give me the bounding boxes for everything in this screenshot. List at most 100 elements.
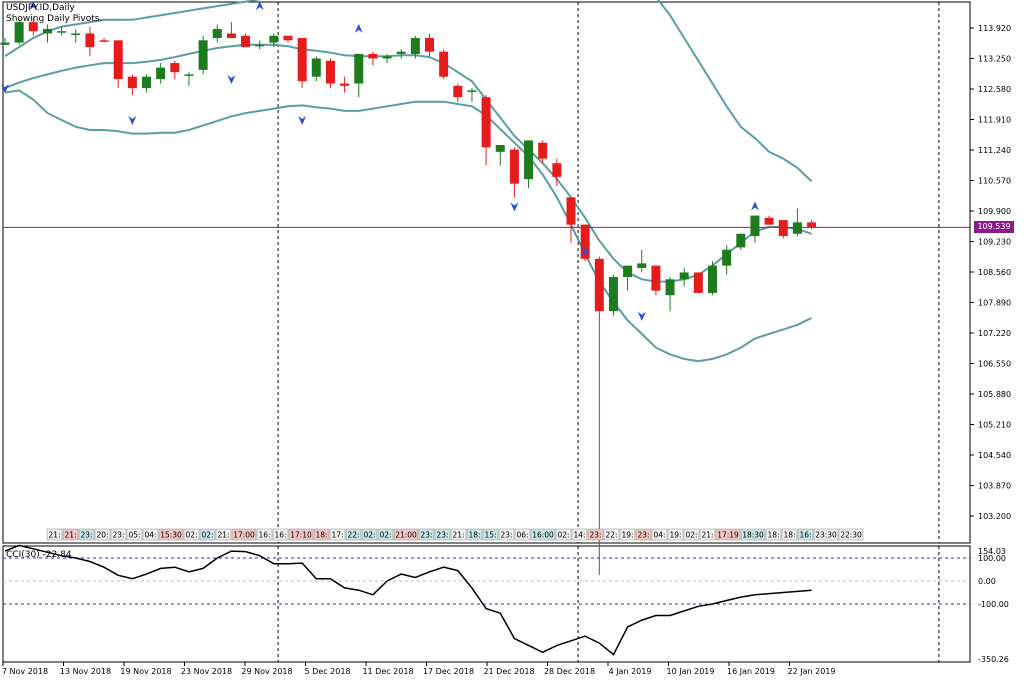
session-label: 18: [767,531,779,540]
candle-body [439,51,449,77]
candle-body [14,22,24,43]
session-label: 18: [315,531,327,540]
session-label: 21: [217,531,229,540]
candle-body [778,220,788,237]
session-label: 20: [96,531,108,540]
session-box [651,528,668,541]
candle-body [0,42,10,45]
session-box [272,528,289,541]
candle-body [198,40,208,70]
session-box [231,528,257,541]
cci-axis-label: 0.00 [978,577,996,586]
session-box [46,528,63,541]
session-box [126,528,143,541]
pivot-up-arrow-icon [29,1,38,11]
session-label: 19: [669,531,681,540]
session-label: 18:30 [742,531,764,540]
session-label: 22:30 [840,531,862,540]
session-box [450,528,467,541]
candle-body [396,51,406,54]
pivot-up-arrow-icon [581,246,590,256]
candle-body [28,22,38,32]
candle-body [170,63,180,73]
session-label: 23: [589,531,601,540]
session-box [313,528,330,541]
session-box [256,528,273,541]
session-box [571,528,588,541]
price-axis-label: 109.900 [978,207,1011,216]
time-axis-label: 11 Dec 2018 [362,667,413,676]
session-box [813,528,839,541]
pivot-down-arrow-icon [510,202,519,212]
pivot-down-arrow-icon [298,115,307,125]
session-label: 21:00 [395,531,417,540]
session-label: 16: [258,531,270,540]
candle-body [594,258,604,312]
candle-body [269,35,279,43]
session-box [797,528,814,541]
session-box [498,528,515,541]
candle-body [42,28,52,34]
candle-body [226,33,236,39]
time-axis-label: 21 Dec 2018 [483,667,534,676]
candle-body [212,28,222,39]
session-box [329,528,346,541]
pivot-up-arrow-icon [255,1,264,11]
session-box [603,528,620,541]
session-box [94,528,111,541]
price-axis-label: 113.920 [978,24,1011,33]
session-box [838,528,864,541]
session-label: 23:30 [815,531,837,540]
session-label: 22: [347,531,359,540]
session-box [215,528,232,541]
session-label: 16:00 [532,531,554,540]
time-axis-label: 22 Jan 2019 [788,667,836,676]
candle-body [283,35,293,41]
session-box [781,528,798,541]
pivot-down-arrow-icon [637,311,646,321]
candle-body [325,60,335,84]
time-axis-label: 29 Nov 2018 [241,667,292,676]
session-label: 16: [274,531,286,540]
candle-body [142,76,151,89]
session-label: 17: [331,531,343,540]
candle-body [792,222,802,234]
session-label: 21: [64,531,76,540]
session-label: 15:30 [160,531,182,540]
price-axis-label: 103.200 [978,512,1011,521]
candle-body [566,197,576,225]
session-label: 02: [201,531,213,540]
price-axis-label: 110.570 [978,177,1011,186]
candle-body [241,35,251,48]
current-price-label: 109.539 [974,221,1014,234]
price-axis-label: 113.250 [978,55,1011,64]
price-axis-label: 103.870 [978,482,1011,491]
candle-body [665,279,675,296]
candle-body [57,31,67,33]
session-label: 18: [468,531,480,540]
session-label: 04: [653,531,665,540]
session-label: 06: [516,531,528,540]
session-label: 14: [573,531,585,540]
session-label: 16: [799,531,811,540]
candle-body [368,53,378,59]
price-axis-label: 106.550 [978,360,1011,369]
session-box [587,528,604,541]
time-axis-label: 28 Dec 2018 [544,667,595,676]
session-box [715,528,741,541]
candle-body [156,67,166,79]
session-box [393,528,419,541]
session-box [530,528,556,541]
pivot-up-arrow-icon [354,23,363,33]
candle-body [453,85,463,98]
pivot-down-arrow-icon [1,84,9,94]
session-label: 02: [185,531,197,540]
candle-body [113,40,123,79]
candle-body [764,217,774,225]
candle-body [722,249,732,266]
session-label: 23: [112,531,124,540]
session-label: 18: [783,531,795,540]
cci-axis-label: -100.00 [978,600,1009,609]
session-box [288,528,314,541]
